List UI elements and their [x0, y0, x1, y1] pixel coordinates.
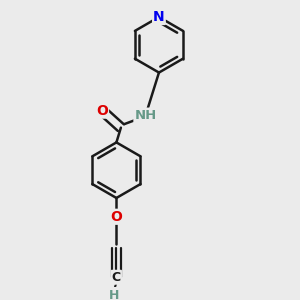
Text: O: O [96, 103, 108, 118]
Text: O: O [110, 210, 122, 224]
Text: N: N [153, 10, 165, 24]
Text: NH: NH [134, 109, 157, 122]
Text: H: H [109, 289, 119, 300]
Text: C: C [112, 271, 121, 284]
